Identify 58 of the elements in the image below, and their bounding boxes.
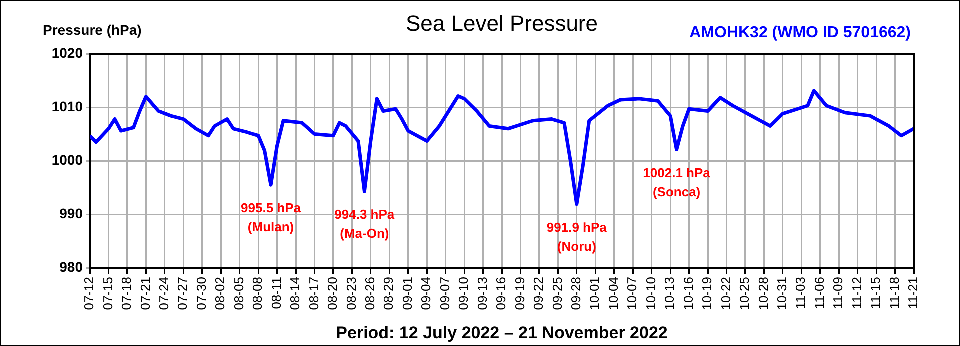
annotation: 994.3 hPa (Ma-On) [334, 207, 396, 242]
annotation: 991.9 hPa (Noru) [546, 220, 608, 254]
x-tick-label: 11-09 [830, 277, 846, 310]
y-tick-label: 1010 [52, 98, 84, 114]
chart-subtitle: AMOHK32 (WMO ID 5701662) [690, 24, 911, 42]
x-tick-label: 08-05 [231, 277, 246, 310]
x-tick-label: 09-13 [474, 277, 490, 310]
y-tick-label: 980 [60, 258, 84, 275]
x-tick-label: 07-18 [119, 277, 134, 310]
x-tick-label: 07-21 [138, 277, 153, 310]
x-tick-label: 11-03 [793, 277, 808, 310]
x-tick-label: 10-16 [680, 277, 696, 310]
x-tick-label: 08-11 [268, 277, 284, 310]
x-tick-label: 11-06 [812, 277, 827, 310]
x-tick-label: 09-01 [400, 277, 415, 310]
x-tick-label: 11-21 [906, 277, 921, 310]
x-tick-label: 10-19 [700, 277, 715, 310]
x-tick-label: 10-01 [587, 277, 602, 310]
x-tick-label: 07-30 [194, 277, 209, 310]
x-tick-label: 10-07 [624, 277, 640, 310]
x-tick-label: 08-23 [344, 277, 359, 310]
x-tick-label: 08-26 [362, 277, 378, 310]
x-axis-title: Period: 12 July 2022 – 21 November 2022 [336, 324, 668, 343]
x-tick-label: 08-29 [381, 277, 396, 310]
x-tick-label: 09-28 [568, 277, 584, 310]
x-tick-label: 11-12 [849, 277, 864, 310]
x-tick-label: 10-10 [643, 277, 658, 310]
y-tick-label: 1020 [52, 44, 84, 61]
x-tick-label: 10-31 [774, 277, 790, 310]
x-tick-label: 09-07 [437, 277, 452, 310]
x-tick-label: 10-25 [737, 277, 752, 310]
x-tick-label: 08-08 [250, 277, 266, 310]
y-axis-title: Pressure (hPa) [43, 22, 142, 38]
y-tick-label: 1000 [52, 152, 84, 168]
x-tick-label: 09-10 [456, 277, 472, 310]
x-tick-label: 08-17 [306, 277, 322, 310]
annotation: 995.5 hPa (Mulan) [241, 200, 302, 235]
x-tick-label: 09-22 [531, 277, 546, 310]
x-tick-label: 07-12 [82, 277, 97, 310]
x-tick-label: 10-13 [662, 277, 678, 310]
x-tick-label: 11-18 [886, 277, 902, 310]
x-tick-label: 11-15 [868, 277, 884, 310]
x-tick-label: 08-02 [212, 277, 228, 310]
x-tick-label: 07-24 [156, 277, 172, 310]
x-tick-label: 10-22 [718, 277, 734, 310]
x-tick-label: 09-19 [512, 277, 528, 310]
y-tick-label: 990 [60, 205, 84, 222]
x-tick-label: 09-04 [418, 277, 434, 310]
x-tick-label: 10-04 [606, 277, 621, 310]
x-tick-label: 07-15 [100, 277, 116, 310]
x-tick-label: 09-25 [550, 277, 565, 310]
x-tick-label: 09-16 [494, 277, 509, 310]
x-tick-label: 08-20 [325, 277, 340, 310]
x-tick-label: 10-28 [756, 277, 771, 310]
chart-title: Sea Level Pressure [406, 11, 598, 36]
x-tick-label: 07-27 [175, 277, 190, 310]
x-tick-label: 08-14 [288, 277, 303, 310]
annotation: 1002.1 hPa (Sonca) [643, 165, 712, 200]
